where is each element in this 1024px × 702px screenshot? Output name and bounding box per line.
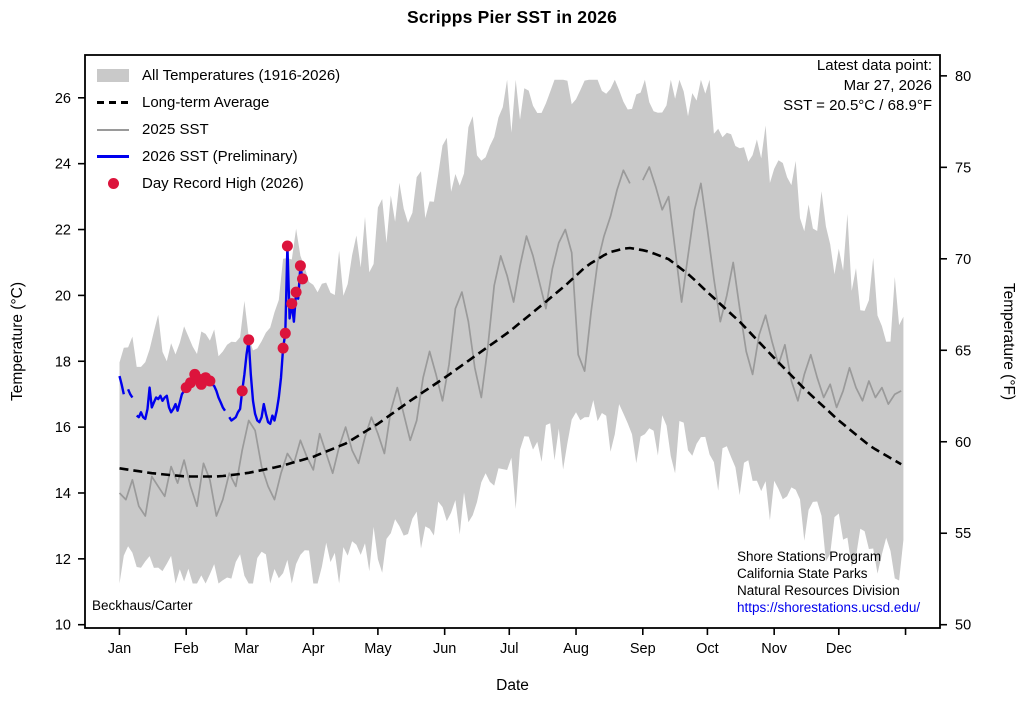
y-tick-label-fahrenheit: 65 bbox=[955, 343, 971, 359]
legend-label-record-high: Day Record High (2026) bbox=[142, 175, 304, 192]
latest-data-line3: SST = 20.5°C / 68.9°F bbox=[783, 97, 932, 114]
sst-2026-line bbox=[118, 244, 304, 425]
legend-label-all-temperatures: All Temperatures (1916-2026) bbox=[142, 67, 341, 84]
legend-item-all-temperatures: All Temperatures (1916-2026) bbox=[96, 62, 340, 89]
y-tick-label-fahrenheit: 70 bbox=[955, 252, 971, 268]
legend-item-long-term-average: Long-term Average bbox=[96, 89, 340, 116]
record-high-dot bbox=[279, 327, 291, 339]
page-title: Scripps Pier SST in 2026 bbox=[406, 7, 618, 27]
y-tick-label-fahrenheit: 55 bbox=[955, 526, 971, 542]
y-tick-label-celsius: 16 bbox=[55, 420, 71, 436]
record-high-dot bbox=[236, 385, 248, 397]
record-high-dots bbox=[180, 240, 308, 397]
x-tick-label: Sep bbox=[630, 641, 656, 657]
org-line-1: Shore Stations Program bbox=[737, 549, 882, 564]
legend-item-record-high: Day Record High (2026) bbox=[96, 170, 340, 197]
band-swatch-icon bbox=[96, 69, 130, 82]
x-tick-label: Nov bbox=[761, 641, 788, 657]
record-high-dot bbox=[277, 342, 289, 354]
y-tick-label-fahrenheit: 80 bbox=[955, 69, 971, 85]
y-tick-label-fahrenheit: 75 bbox=[955, 160, 971, 176]
x-tick-label: Apr bbox=[302, 641, 325, 657]
org-line-3: Natural Resources Division bbox=[737, 583, 900, 598]
org-line-2: California State Parks bbox=[737, 566, 868, 581]
sst-2025-line bbox=[118, 166, 902, 517]
dashed-line-swatch-icon bbox=[96, 101, 130, 104]
y-tick-label-celsius: 24 bbox=[55, 157, 71, 173]
record-high-dot bbox=[286, 298, 298, 310]
record-high-dot bbox=[185, 377, 196, 389]
credit-text: Beckhaus/Carter bbox=[92, 598, 193, 613]
latest-data-annotation: Latest data point: Mar 27, 2026 SST = 20… bbox=[783, 56, 932, 116]
y-tick-label-celsius: 20 bbox=[55, 288, 71, 304]
y-tick-label-fahrenheit: 60 bbox=[955, 435, 971, 451]
y-tick-label-celsius: 22 bbox=[55, 223, 71, 239]
x-tick-label: Dec bbox=[826, 641, 852, 657]
x-tick-label: Jun bbox=[433, 641, 456, 657]
legend: All Temperatures (1916-2026) Long-term A… bbox=[96, 62, 340, 197]
x-tick-label: Jan bbox=[108, 641, 131, 657]
y-tick-label-fahrenheit: 50 bbox=[955, 618, 971, 634]
x-tick-label: Aug bbox=[563, 641, 589, 657]
y-axis-label-right: Temperature (°F) bbox=[1000, 283, 1017, 400]
record-high-dot bbox=[294, 260, 306, 272]
legend-label-2026-sst: 2026 SST (Preliminary) bbox=[142, 148, 298, 165]
record-high-dot bbox=[204, 375, 216, 387]
x-tick-label: May bbox=[364, 641, 392, 657]
organization-note: Shore Stations Program California State … bbox=[737, 548, 920, 616]
x-tick-label: Mar bbox=[234, 641, 259, 657]
x-tick-label: Oct bbox=[696, 641, 719, 657]
y-tick-label-celsius: 26 bbox=[55, 91, 71, 107]
shorestations-link[interactable]: https://shorestations.ucsd.edu/ bbox=[737, 600, 921, 615]
record-high-dot bbox=[281, 240, 293, 252]
x-axis-label: Date bbox=[496, 677, 529, 694]
record-high-dot bbox=[297, 273, 308, 285]
legend-item-2025-sst: 2025 SST bbox=[96, 116, 340, 143]
record-high-dot bbox=[243, 334, 255, 346]
record-dot-swatch-icon bbox=[96, 178, 130, 189]
legend-label-2025-sst: 2025 SST bbox=[142, 121, 209, 138]
long-term-average-line bbox=[119, 246, 902, 478]
latest-data-line2: Mar 27, 2026 bbox=[843, 77, 932, 94]
y-tick-label-celsius: 18 bbox=[55, 354, 71, 370]
y-tick-label-celsius: 10 bbox=[55, 618, 71, 634]
legend-label-long-term-average: Long-term Average bbox=[142, 94, 270, 111]
y-tick-label-celsius: 12 bbox=[55, 552, 71, 568]
legend-item-2026-sst: 2026 SST (Preliminary) bbox=[96, 143, 340, 170]
y-tick-label-celsius: 14 bbox=[55, 486, 71, 502]
record-high-dot bbox=[290, 286, 302, 298]
x-tick-label: Feb bbox=[174, 641, 199, 657]
y-axis-label-left: Temperature (°C) bbox=[9, 282, 26, 401]
plot-frame bbox=[84, 54, 941, 629]
latest-data-line1: Latest data point: bbox=[816, 57, 932, 74]
gray-line-swatch-icon bbox=[96, 128, 130, 131]
blue-line-swatch-icon bbox=[96, 155, 130, 158]
x-tick-label: Jul bbox=[500, 641, 519, 657]
